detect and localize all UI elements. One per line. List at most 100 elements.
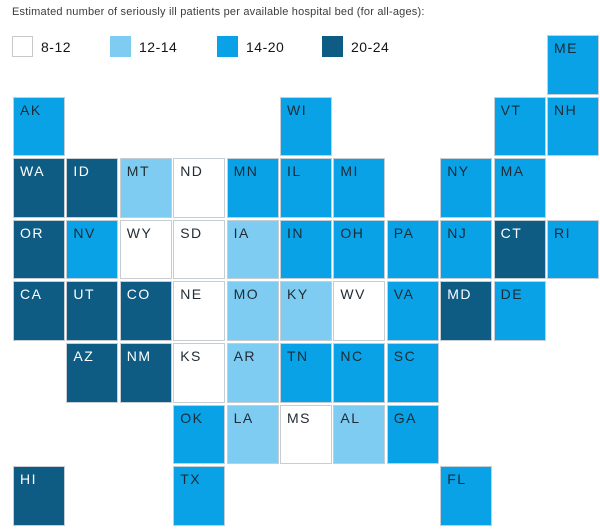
state-tile-az[interactable]: AZ [66, 343, 119, 403]
state-tile-mn[interactable]: MN [226, 158, 279, 218]
state-label-nm: NM [126, 348, 152, 364]
state-label-ct: CT [500, 224, 523, 241]
state-label-mt: MT [126, 163, 151, 180]
state-tile-ri[interactable]: RI [547, 219, 599, 280]
state-label-me: ME [554, 40, 578, 56]
state-tile-ks[interactable]: KS [173, 343, 226, 403]
state-tile-wa[interactable]: WA [13, 158, 65, 218]
state-tile-va[interactable]: VA [386, 281, 439, 341]
state-tile-mt[interactable]: MT [119, 158, 172, 218]
legend-item-12-14: 12-14 [110, 36, 177, 57]
state-tile-oh[interactable]: OH [333, 219, 386, 280]
state-tile-tx[interactable]: TX [173, 466, 226, 526]
state-tile-nd[interactable]: ND [173, 158, 226, 218]
state-tile-la[interactable]: LA [226, 404, 279, 465]
state-tile-nv[interactable]: NV [66, 219, 119, 280]
state-tile-ar[interactable]: AR [226, 343, 279, 403]
state-label-co: CO [126, 286, 151, 303]
state-label-pa: PA [393, 224, 415, 241]
legend-swatch-8-12 [12, 36, 33, 57]
state-label-ma: MA [500, 163, 525, 180]
state-tile-tn[interactable]: TN [280, 343, 332, 403]
legend-item-8-12: 8-12 [12, 36, 71, 57]
state-tile-co[interactable]: CO [119, 281, 172, 341]
state-label-la: LA [233, 409, 254, 426]
state-tile-wv[interactable]: WV [333, 281, 386, 341]
state-tile-hi[interactable]: HI [13, 466, 65, 526]
state-tile-ak[interactable]: AK [13, 96, 65, 157]
state-tile-nj[interactable]: NJ [440, 219, 493, 280]
state-tile-il[interactable]: IL [280, 158, 332, 218]
state-label-ca: CA [20, 286, 43, 303]
state-tile-nc[interactable]: NC [333, 343, 386, 403]
state-label-id: ID [73, 163, 91, 180]
state-tile-al[interactable]: AL [333, 404, 386, 465]
state-tile-de[interactable]: DE [493, 281, 546, 341]
state-label-mn: MN [233, 163, 259, 180]
state-tile-sc[interactable]: SC [386, 343, 439, 403]
state-tile-in[interactable]: IN [280, 219, 332, 280]
state-label-sd: SD [180, 224, 203, 241]
legend-label: 14-20 [246, 38, 285, 55]
state-label-or: OR [20, 224, 44, 241]
state-label-wa: WA [20, 163, 46, 180]
state-label-wi: WI [287, 101, 308, 118]
state-tile-id[interactable]: ID [66, 158, 119, 218]
state-label-ri: RI [554, 224, 571, 241]
state-label-de: DE [500, 286, 524, 303]
state-label-wv: WV [340, 286, 366, 303]
state-label-hi: HI [20, 471, 37, 488]
state-tile-ia[interactable]: IA [226, 219, 279, 280]
state-tile-nm[interactable]: NM [119, 343, 172, 403]
legend-swatch-20-24 [322, 36, 343, 57]
state-tile-ok[interactable]: OK [173, 404, 226, 465]
state-label-ok: OK [180, 409, 204, 426]
state-tile-ms[interactable]: MS [280, 404, 332, 465]
state-tile-wi[interactable]: WI [280, 96, 332, 157]
state-label-fl: FL [447, 471, 467, 488]
state-tile-ga[interactable]: GA [386, 404, 439, 465]
state-tile-ne[interactable]: NE [173, 281, 226, 341]
state-tile-wy[interactable]: WY [119, 219, 172, 280]
state-tile-ut[interactable]: UT [66, 281, 119, 341]
legend: 8-12 12-14 14-20 20-24 [0, 36, 600, 60]
state-label-il: IL [287, 163, 302, 180]
state-label-ga: GA [393, 409, 418, 426]
state-label-ky: KY [287, 286, 309, 303]
state-label-mo: MO [233, 286, 260, 303]
state-label-nv: NV [73, 224, 96, 241]
state-label-oh: OH [340, 224, 365, 241]
state-label-vt: VT [500, 101, 522, 118]
legend-swatch-12-14 [110, 36, 131, 57]
state-label-al: AL [340, 409, 361, 426]
state-tile-ma[interactable]: MA [493, 158, 546, 218]
state-tile-ct[interactable]: CT [493, 219, 546, 280]
state-label-sc: SC [393, 348, 417, 364]
state-label-wy: WY [126, 224, 153, 241]
chart-title: Estimated number of seriously ill patien… [12, 6, 425, 18]
state-tile-or[interactable]: OR [13, 219, 65, 280]
state-label-tx: TX [180, 471, 202, 488]
state-tile-md[interactable]: MD [440, 281, 493, 341]
state-tile-ky[interactable]: KY [280, 281, 332, 341]
state-tile-mo[interactable]: MO [226, 281, 279, 341]
state-tile-mi[interactable]: MI [333, 158, 386, 218]
state-tile-pa[interactable]: PA [386, 219, 439, 280]
state-tile-vt[interactable]: VT [493, 96, 546, 157]
state-label-md: MD [447, 286, 472, 303]
state-label-nj: NJ [447, 224, 468, 241]
state-label-ne: NE [180, 286, 203, 303]
state-label-nc: NC [340, 348, 364, 364]
state-label-tn: TN [287, 348, 309, 364]
legend-label: 20-24 [351, 38, 390, 55]
state-tile-fl[interactable]: FL [440, 466, 493, 526]
state-tile-sd[interactable]: SD [173, 219, 226, 280]
state-tile-ca[interactable]: CA [13, 281, 65, 341]
state-tile-nh[interactable]: NH [547, 96, 599, 157]
state-tile-me[interactable]: ME [547, 35, 599, 95]
state-tile-ny[interactable]: NY [440, 158, 493, 218]
legend-item-20-24: 20-24 [322, 36, 389, 57]
state-label-ia: IA [233, 224, 250, 241]
state-label-nh: NH [554, 101, 578, 118]
